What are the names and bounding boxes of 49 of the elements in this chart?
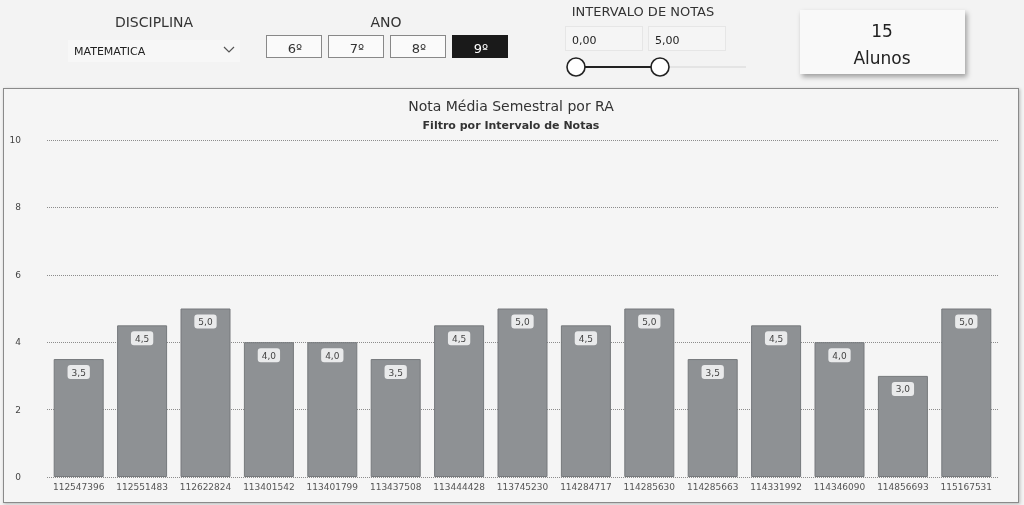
dropdown-field: MATEMATICA: [68, 40, 240, 62]
x-tick-label: 114285630: [623, 481, 676, 492]
toggle-button: 8º: [390, 35, 446, 58]
y-tick-label: 4: [15, 337, 22, 348]
data-label: 3,5: [705, 367, 720, 378]
x-tick-label: 113745230: [496, 481, 549, 492]
number-field: 0,00: [565, 26, 643, 51]
chart-subtitle: Filtro por Intervalo de Notas: [422, 119, 600, 132]
y-tick-label: 2: [15, 404, 21, 415]
data-label: 3,5: [71, 367, 86, 378]
toggle-button: 7º: [328, 35, 384, 58]
count-card: 15 Alunos: [800, 10, 965, 74]
x-tick-label: 115167531: [940, 481, 993, 492]
x-tick-label: 113444428: [433, 481, 486, 492]
y-tick-label: 8: [15, 202, 22, 213]
text: INTERVALO DE NOTAS: [571, 3, 715, 19]
toggle-button: 6º: [266, 35, 322, 58]
number-field: 5,00: [648, 26, 726, 51]
data-label: 4,5: [134, 333, 150, 344]
x-tick-label: 113401799: [306, 481, 359, 492]
y-tick-label: 10: [9, 135, 22, 145]
data-label: 4,5: [578, 333, 594, 344]
y-tick-label: 6: [15, 269, 22, 280]
data-label: 5,0: [642, 317, 657, 327]
x-tick-label: 112551483: [116, 481, 168, 492]
data-label: 4,0: [325, 350, 340, 361]
data-label: 5,0: [515, 317, 530, 327]
x-tick-label: 114346090: [813, 481, 866, 492]
x-tick-label: 112622824: [179, 481, 232, 492]
x-tick-label: 112547396: [52, 481, 105, 492]
y-tick-label: 0: [15, 472, 22, 482]
x-tick-label: 113437508: [369, 481, 422, 492]
x-tick-label: 114331992: [750, 481, 802, 492]
chart-title: Nota Média Semestral por RA: [408, 98, 615, 114]
x-tick-label: 114856693: [877, 481, 929, 492]
data-label: 5,0: [959, 317, 974, 327]
text: DISCIPLINA: [114, 14, 194, 30]
data-label: 3,0: [895, 384, 911, 395]
data-label: 5,0: [198, 317, 213, 327]
toggle-button: 9º: [452, 35, 508, 58]
data-label: 4,5: [768, 333, 784, 344]
x-tick-label: 113401542: [243, 481, 295, 492]
data-label: 3,5: [388, 367, 403, 378]
x-tick-label: 114285663: [686, 481, 739, 492]
data-label: 4,5: [451, 333, 467, 344]
data-label: 4,0: [261, 350, 277, 361]
data-label: 4,0: [832, 350, 847, 361]
x-tick-label: 114284717: [560, 481, 612, 492]
text: ANO: [370, 14, 402, 30]
